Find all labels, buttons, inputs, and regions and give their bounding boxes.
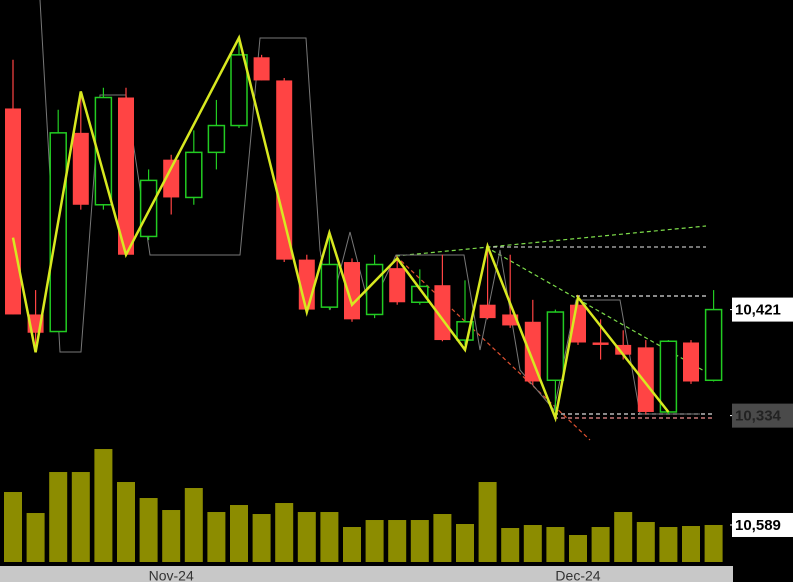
candle-body <box>320 263 339 308</box>
volume-bar <box>297 512 316 562</box>
volume-bar <box>320 512 339 562</box>
volume-bar <box>523 525 542 562</box>
volume-bar <box>614 512 633 562</box>
candle-body <box>163 159 180 198</box>
volume-tick-label: 10,589 <box>735 517 781 534</box>
candle-body <box>524 321 541 382</box>
candle-body <box>276 80 293 260</box>
volume-bar <box>456 524 474 562</box>
volume-bar <box>94 449 113 562</box>
candle-body <box>411 285 429 304</box>
volume-bar <box>139 498 158 562</box>
candle-body <box>118 97 134 255</box>
x-tick-label: Dec-24 <box>555 568 600 582</box>
trendline <box>395 225 707 257</box>
volume-bar <box>207 512 226 562</box>
volume-bar <box>230 505 248 562</box>
candle-body <box>615 344 632 355</box>
y-tick-label: 10,334 <box>735 408 782 425</box>
candle-body <box>637 347 654 412</box>
volume-bar <box>49 472 68 562</box>
x-tick-label: Nov-24 <box>149 568 194 582</box>
volume-bar <box>117 482 135 562</box>
candle-body <box>139 179 158 238</box>
zigzag-line <box>11 34 670 423</box>
volume-bar <box>275 503 294 562</box>
volume-bar <box>184 488 203 562</box>
candle-body <box>683 342 699 382</box>
candle-body <box>344 262 360 320</box>
volume-bar <box>26 513 45 562</box>
candle-body <box>185 151 203 199</box>
candle-body <box>592 342 609 345</box>
volume-bar <box>252 514 271 562</box>
volume-bar <box>636 522 655 562</box>
volume-bar <box>162 510 181 562</box>
volume-bar <box>433 514 452 562</box>
volume-bar <box>365 520 384 562</box>
tick-box <box>732 403 793 428</box>
candle-body <box>94 96 113 206</box>
tick-box <box>732 297 793 322</box>
volume-bar <box>682 526 700 562</box>
volume-bar <box>591 527 610 562</box>
candle-body <box>5 108 21 315</box>
candle-body <box>49 132 67 333</box>
candle-body <box>546 311 565 382</box>
candle-body <box>479 304 496 319</box>
candle-body <box>502 314 519 326</box>
volume-bar <box>546 527 565 562</box>
volume-bar <box>704 524 723 562</box>
volume-bar <box>478 482 497 562</box>
volume-bar <box>501 528 520 562</box>
candle-body <box>253 57 270 81</box>
tick-box <box>732 512 793 537</box>
candle-body <box>230 54 248 127</box>
candle-body <box>659 340 678 413</box>
volume-bar <box>569 535 587 562</box>
candle-body <box>704 308 723 382</box>
y-tick-label: 10,421 <box>735 302 781 319</box>
candle-body <box>72 132 89 205</box>
x-axis-strip <box>0 566 733 582</box>
volume-bar <box>4 492 22 562</box>
volume-bar <box>410 520 429 562</box>
volume-bar <box>388 520 407 562</box>
volume-bar <box>71 472 90 562</box>
candle-body <box>389 268 406 303</box>
volume-bar <box>659 527 678 562</box>
volume-bar <box>343 527 361 562</box>
candle-body <box>207 124 226 154</box>
candle-body <box>365 263 384 316</box>
